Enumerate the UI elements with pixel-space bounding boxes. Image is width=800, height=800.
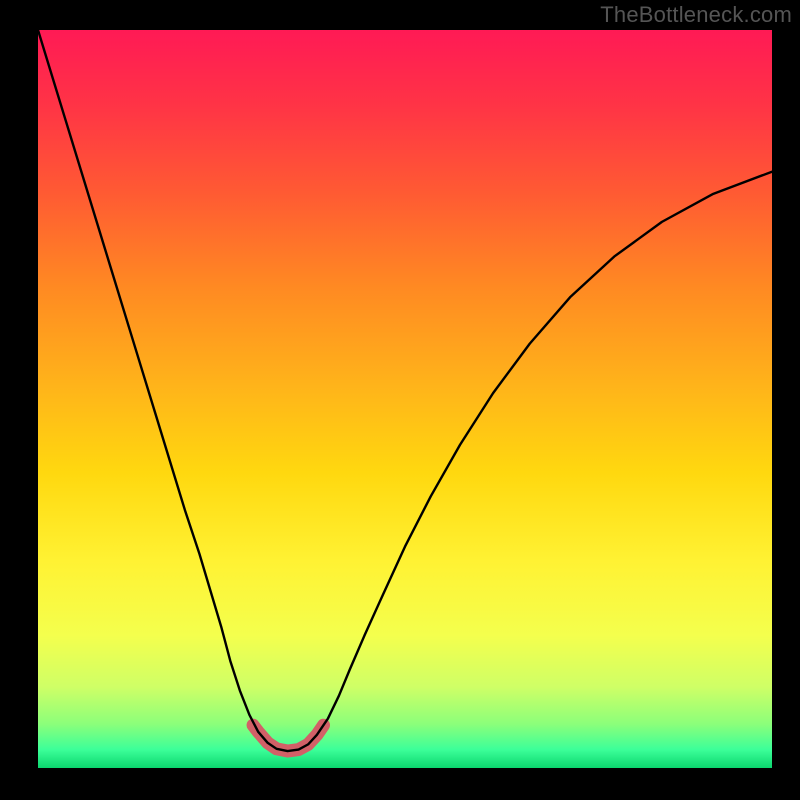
plot-area	[38, 30, 772, 768]
watermark-text: TheBottleneck.com	[600, 2, 792, 28]
gradient-background	[38, 30, 772, 768]
chart-frame: TheBottleneck.com	[0, 0, 800, 800]
plot-svg	[38, 30, 772, 768]
